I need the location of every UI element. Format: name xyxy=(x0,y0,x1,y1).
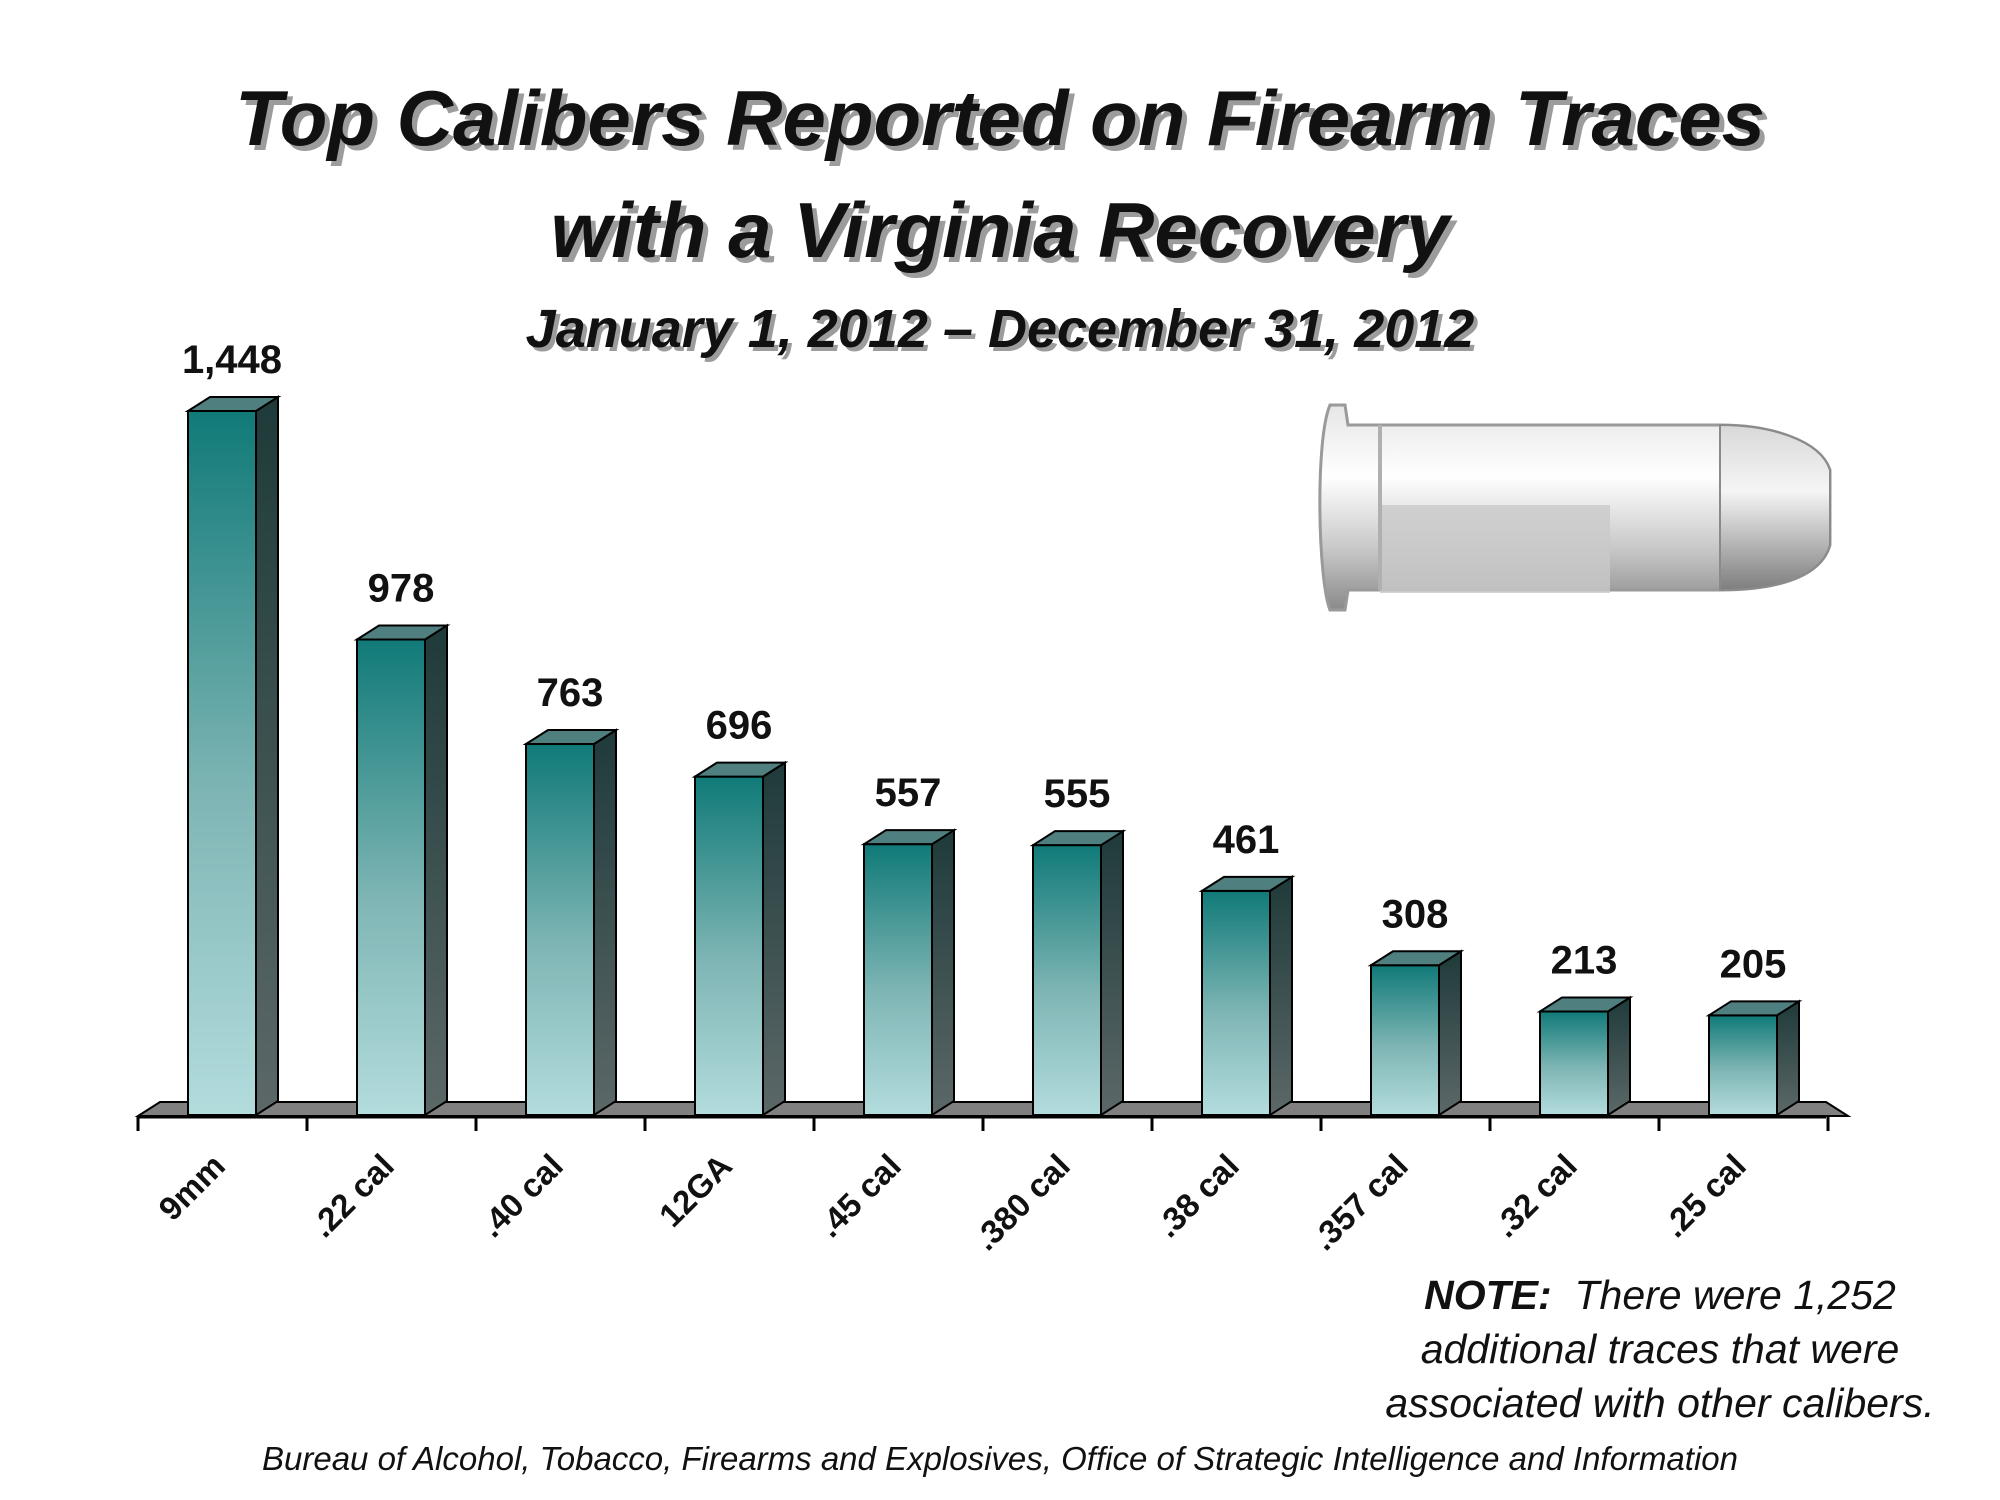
bar xyxy=(353,623,451,1117)
source-caption: Bureau of Alcohol, Tobacco, Firearms and… xyxy=(262,1440,1738,1477)
category-label: .38 cal xyxy=(1148,1147,1246,1245)
category-label: .32 cal xyxy=(1486,1147,1584,1245)
bar-front xyxy=(1032,844,1102,1116)
bar xyxy=(1536,995,1634,1117)
note-line-2: additional traces that were xyxy=(1420,1326,1900,1372)
note-line-3: associated with other calibers. xyxy=(1385,1380,1935,1426)
bar-cap xyxy=(522,729,620,746)
bar-value-label: 205 xyxy=(1720,942,1787,986)
bar-value-label: 763 xyxy=(537,671,604,715)
category-label: .22 cal xyxy=(303,1147,401,1245)
bar-side xyxy=(1607,995,1631,1117)
category-label: .25 cal xyxy=(1655,1147,1753,1245)
category-label: 9mm xyxy=(151,1147,232,1228)
bar-value-label: 978 xyxy=(368,566,435,610)
bar-cap xyxy=(353,624,451,641)
bar-front xyxy=(187,409,257,1116)
bar xyxy=(522,728,620,1117)
bar xyxy=(1198,875,1296,1117)
bar-side xyxy=(762,760,786,1117)
bar-front xyxy=(525,743,595,1117)
category-label: .357 cal xyxy=(1304,1147,1415,1258)
bar-value-label: 1,448 xyxy=(182,338,282,382)
bar xyxy=(1029,829,1127,1117)
category-label: 12GA xyxy=(652,1147,739,1234)
bar-side xyxy=(1100,829,1124,1117)
bullet-cartridge-icon xyxy=(1318,403,1832,612)
category-labels-group: 9mm .22 cal .40 cal 12GA .45 cal .380 cal .38 … xyxy=(151,1147,1753,1258)
x-ticks-group xyxy=(136,1117,1830,1131)
bar-cap xyxy=(860,829,958,846)
chart-title-line-1: Top Calibers Reported on Firearm Traces xyxy=(234,74,1766,162)
bar xyxy=(860,828,958,1117)
bar-side xyxy=(1269,875,1293,1117)
bar-value-label: 555 xyxy=(1044,772,1111,816)
bar-side xyxy=(1438,949,1462,1117)
bar-cap xyxy=(691,761,789,778)
bar-cap xyxy=(1198,875,1296,892)
bar-side xyxy=(1776,999,1800,1117)
chart-title-block: Top Calibers Reported on Firearm Traces … xyxy=(0,62,2000,364)
bar-side xyxy=(931,828,955,1117)
bars-group xyxy=(184,395,1803,1117)
bar-side xyxy=(424,623,448,1117)
bar-front xyxy=(1539,1010,1609,1116)
category-label: .45 cal xyxy=(810,1147,908,1245)
bar-front xyxy=(1201,889,1271,1117)
bar-front xyxy=(694,775,764,1116)
bar-value-label: 213 xyxy=(1551,938,1618,982)
bar-side xyxy=(255,395,279,1117)
bar-value-label: 696 xyxy=(706,704,773,748)
bar-value-label: 461 xyxy=(1213,818,1280,862)
bar-value-label: 557 xyxy=(875,771,942,815)
bar xyxy=(691,760,789,1117)
note-line-1: There were 1,252 xyxy=(1574,1272,1896,1318)
bar-cap xyxy=(1536,996,1634,1013)
note-block: NOTE: There were 1,252 additional traces… xyxy=(1340,1268,1980,1430)
bar-cap xyxy=(1705,1000,1803,1017)
bar-front xyxy=(863,843,933,1116)
bar xyxy=(1705,999,1803,1117)
bar-side xyxy=(593,728,617,1117)
chart-subtitle: January 1, 2012 – December 31, 2012 xyxy=(525,299,1475,359)
bar-cap xyxy=(184,395,282,412)
bar-value-label: 308 xyxy=(1382,892,1449,936)
chart-title-line-2: with a Virginia Recovery xyxy=(550,186,1450,274)
bar xyxy=(1367,949,1465,1117)
bar-front xyxy=(1708,1014,1778,1116)
bar xyxy=(184,395,282,1117)
bar-cap xyxy=(1367,950,1465,967)
category-label: .40 cal xyxy=(472,1147,570,1245)
bar-cap xyxy=(1029,830,1127,847)
category-label: .380 cal xyxy=(966,1147,1077,1258)
bar-front xyxy=(356,638,426,1116)
note-label: NOTE: xyxy=(1424,1272,1552,1318)
bar-front xyxy=(1370,964,1440,1117)
value-labels-group: 1,448 978 763 696 557 555 461 308 213 205 xyxy=(182,338,1786,986)
